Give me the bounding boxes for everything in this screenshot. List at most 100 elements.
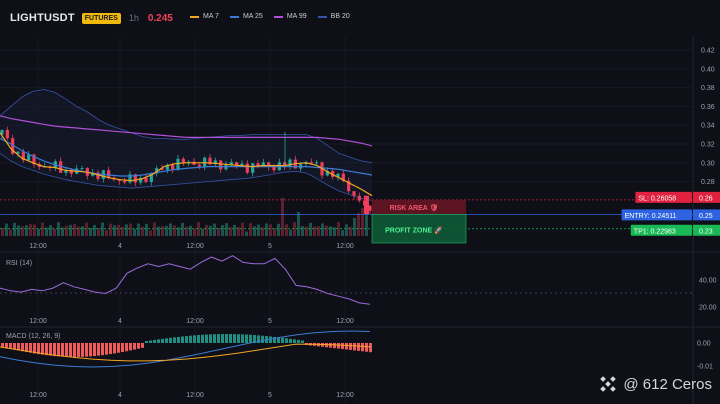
- macd-bar: [205, 334, 208, 343]
- volume-bar: [157, 226, 160, 236]
- macd-bar: [65, 343, 68, 357]
- volume-bar: [337, 222, 340, 236]
- candle-body: [123, 181, 127, 183]
- macd-bar: [185, 336, 188, 343]
- time-tick: 12:00: [186, 392, 204, 399]
- volume-bar: [85, 222, 88, 236]
- macd-bar: [241, 334, 244, 343]
- symbol-label[interactable]: LIGHTUSDT: [10, 12, 75, 24]
- volume-bar: [325, 225, 328, 236]
- candle-body: [155, 168, 159, 174]
- volume-bar: [249, 223, 252, 236]
- macd-bar: [249, 334, 252, 343]
- signal-line: [0, 343, 371, 362]
- volume-bar: [109, 223, 112, 236]
- macd-bar: [217, 334, 220, 343]
- candle-body: [91, 172, 95, 176]
- macd-bar: [325, 343, 328, 348]
- time-tick: 12:00: [336, 243, 354, 250]
- candle-body: [171, 164, 175, 171]
- macd-bar: [89, 343, 92, 357]
- legend-bb20[interactable]: BB 20: [317, 13, 350, 20]
- time-tick: 12:00: [186, 243, 204, 250]
- volume-bar: [225, 223, 228, 236]
- volume-bar: [169, 223, 172, 236]
- volume-bar: [313, 226, 316, 236]
- timeframe-label[interactable]: 1h: [128, 13, 139, 23]
- candle-body: [347, 180, 351, 192]
- macd-bar: [349, 343, 352, 350]
- macd-bar: [345, 343, 348, 350]
- volume-bar: [161, 226, 164, 236]
- volume-bar: [341, 230, 344, 236]
- volume-bar: [305, 226, 308, 236]
- candle-body: [21, 151, 25, 161]
- moving-averages: [0, 115, 373, 197]
- volume-bar: [293, 222, 296, 236]
- price-tick: 0.40: [701, 66, 715, 73]
- macd-bar: [117, 343, 120, 353]
- volume-bar: [213, 223, 216, 236]
- volume-bar: [65, 225, 68, 236]
- macd-bar: [261, 335, 264, 343]
- profit-zone[interactable]: [371, 214, 467, 244]
- candle-body: [149, 173, 153, 183]
- macd-title: MACD (12, 26, 9): [6, 333, 60, 340]
- candle-body: [133, 174, 137, 183]
- rsi-title: RSI (14): [6, 260, 32, 267]
- volume-bar: [365, 203, 368, 236]
- legend-ma25[interactable]: MA 25: [229, 13, 263, 20]
- volume-bar: [317, 226, 320, 236]
- macd-tick: -0.01: [697, 364, 713, 371]
- time-tick: 4: [118, 243, 122, 250]
- price-tick: 0.34: [701, 123, 715, 130]
- macd-bar: [277, 337, 280, 343]
- macd-bar: [341, 343, 344, 350]
- time-tick: 12:00: [186, 318, 204, 325]
- legend-swatch: [273, 15, 283, 18]
- macd-bar: [177, 336, 180, 343]
- ma99-line: [0, 115, 373, 147]
- macd-bar: [77, 343, 80, 357]
- candle-body: [11, 138, 15, 154]
- candle-body: [144, 177, 148, 183]
- volume-bar: [205, 224, 208, 236]
- legend-ma99[interactable]: MA 99: [273, 13, 307, 20]
- macd-line: [0, 330, 371, 368]
- macd-bar: [173, 337, 176, 343]
- volume-bar: [73, 224, 76, 236]
- macd-bar: [245, 334, 248, 343]
- price-tag-short: 0.23: [699, 228, 713, 235]
- volume-bar: [241, 222, 244, 236]
- volume-bar: [265, 223, 268, 236]
- volume-bar: [201, 228, 204, 236]
- volume-bar: [273, 228, 276, 236]
- candle-body: [160, 168, 164, 170]
- macd-bar: [25, 343, 28, 352]
- volume-bar: [321, 223, 324, 236]
- risk-area-zone[interactable]: [372, 199, 466, 215]
- price-tick: 0.36: [701, 104, 715, 111]
- macd-bar: [225, 334, 228, 343]
- macd-bar: [41, 343, 44, 355]
- macd-bar: [169, 337, 172, 343]
- volume-bar: [113, 225, 116, 236]
- macd-bar: [105, 343, 108, 355]
- volume-bar: [13, 222, 16, 236]
- candle-body: [69, 169, 73, 174]
- volume-bar: [57, 222, 60, 236]
- price-tag-label: SL: 0.26058: [638, 195, 676, 202]
- volume-bar: [361, 208, 364, 236]
- volume-bar: [145, 223, 148, 236]
- volume-bar: [281, 198, 284, 236]
- macd-bar: [17, 343, 20, 351]
- candle-body: [165, 164, 169, 170]
- legend-ma7[interactable]: MA 7: [190, 13, 219, 20]
- volume-bar: [297, 212, 300, 236]
- macd-bar: [101, 343, 104, 356]
- candle-body: [336, 173, 340, 177]
- price-tag-axis: [693, 191, 720, 203]
- ma7-line: [0, 132, 373, 197]
- macd-bar: [201, 334, 204, 343]
